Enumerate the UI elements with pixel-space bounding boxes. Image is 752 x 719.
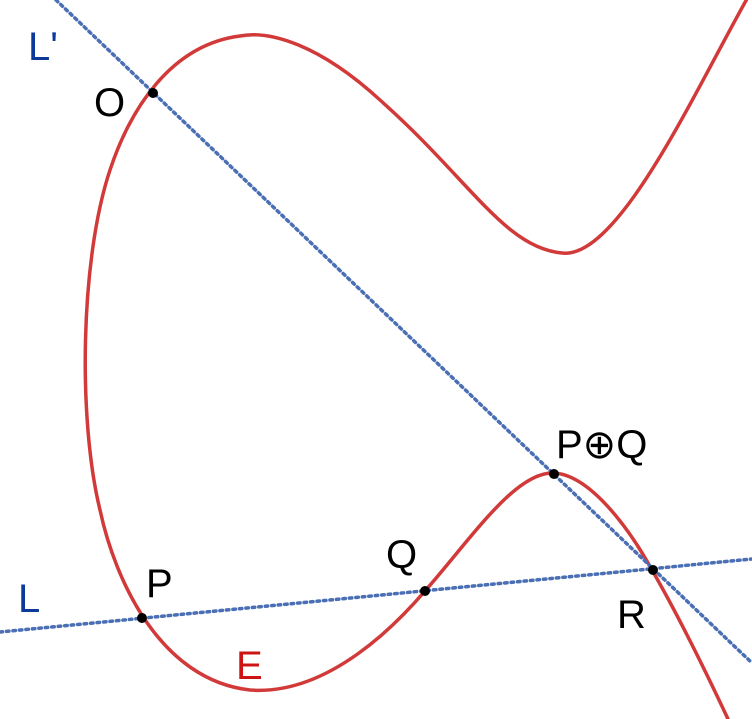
line-l (0, 557, 752, 634)
label-l: L (18, 577, 40, 621)
label-l-prime: L' (28, 25, 58, 69)
label-r: R (617, 593, 646, 637)
label-p-plus-q: P⊕Q (556, 423, 647, 467)
point-r-dot (648, 565, 658, 575)
line-l-prime (54, 0, 752, 665)
label-p: P (146, 562, 173, 606)
label-q: Q (386, 533, 417, 577)
point-o-dot (148, 88, 158, 98)
point-q-dot (420, 586, 430, 596)
curve-e (83, 0, 749, 719)
point-sum-dot (549, 469, 559, 479)
label-e: E (236, 644, 263, 688)
label-o: O (94, 81, 125, 125)
point-p-dot (137, 613, 147, 623)
